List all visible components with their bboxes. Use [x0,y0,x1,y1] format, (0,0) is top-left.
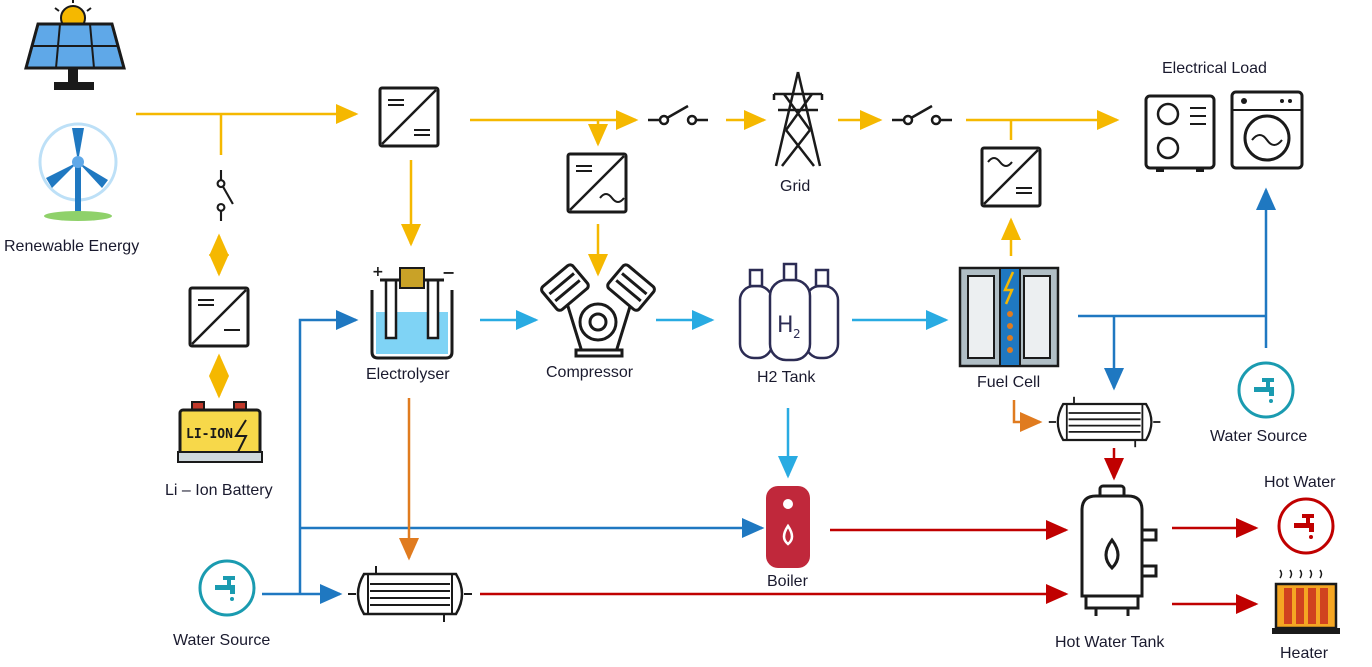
battery-text: LI-ION [186,427,233,442]
boiler-label: Boiler [767,573,808,590]
svg-text:+: + [372,264,384,280]
boiler-icon [766,486,810,568]
electrolyser-label: Electrolyser [366,366,450,383]
washing-machine-icon [1230,90,1304,170]
switch-icon [890,104,954,126]
hydrogen-lines [480,310,949,479]
battery-label: Li – Ion Battery [165,482,273,499]
solar-panel-icon [24,0,126,90]
faucet-icon [1237,361,1295,419]
h2-subscript: 2 [793,327,801,341]
radiator-icon [1272,569,1340,634]
wind-turbine-icon [38,122,118,221]
inverter-icon [566,152,628,214]
switch-icon [646,104,710,126]
battery-icon: LI-ION [177,401,263,463]
grid-tower-icon [772,71,824,167]
grid-label: Grid [780,178,811,195]
inverter-icon [980,146,1042,208]
heater-label: Heater [1280,645,1329,662]
electrical-load-label: Electrical Load [1162,60,1267,77]
heat-pump-icon [1144,94,1216,172]
dc-dc-converter-icon [188,286,250,348]
water-lines [262,187,1276,604]
water-source-left-label: Water Source [173,632,271,649]
heat-exchanger-icon [1047,395,1162,449]
dc-dc-converter-icon [378,86,440,148]
heat-exchanger-icon [346,564,474,624]
svg-text:−: − [442,263,455,282]
electrolyser-icon: + − [370,263,455,360]
compressor-label: Compressor [546,364,634,381]
waste-heat-lines [399,398,1043,561]
power-lines [136,104,1120,399]
faucet-icon [198,559,256,617]
fuel-cell-icon [958,266,1060,368]
h2-tank-label: H2 Tank [757,369,816,386]
water-source-right-label: Water Source [1210,428,1308,445]
fuel-cell-label: Fuel Cell [977,374,1041,391]
switch-icon [216,168,234,223]
h2-glyph: H [777,313,794,338]
hot-water-label: Hot Water [1264,474,1336,491]
water-heater-icon [1080,484,1158,616]
renewable-energy-label: Renewable Energy [4,238,140,255]
hot-water-faucet-icon [1277,497,1335,555]
hot-water-tank-label: Hot Water Tank [1055,634,1165,651]
hydrogen-tank-icon: H 2 [738,262,840,362]
compressor-icon [540,263,656,358]
heat-lines [480,448,1259,614]
